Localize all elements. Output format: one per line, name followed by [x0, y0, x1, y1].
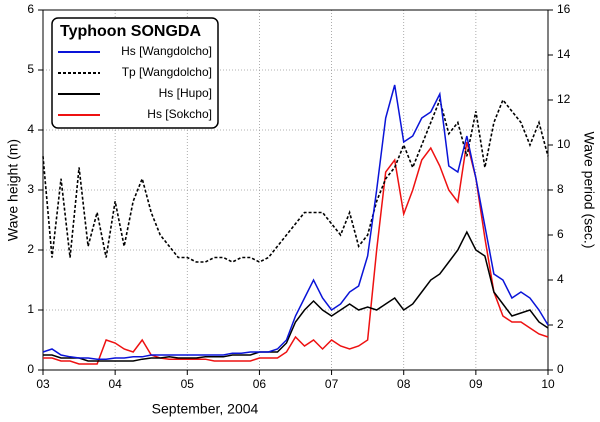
- y-tick-label: 3: [27, 182, 34, 196]
- x-tick-label: 03: [36, 377, 50, 391]
- y-tick-label: 0: [27, 362, 34, 376]
- x-tick-label: 06: [253, 377, 267, 391]
- plot-frame: [42, 9, 549, 371]
- x-tick-label: 05: [181, 377, 195, 391]
- y2-tick-label: 4: [557, 272, 564, 286]
- y2-tick-label: 0: [557, 362, 564, 376]
- legend-label: Hs [Wangdolcho]: [121, 44, 212, 58]
- legend-box: [51, 17, 219, 129]
- x-tick-label: 09: [469, 377, 483, 391]
- y-tick-label: 2: [27, 242, 34, 256]
- legend-label: Hs [Hupo]: [159, 86, 212, 100]
- x-axis-label: September, 2004: [152, 401, 259, 417]
- y2-tick-label: 10: [557, 137, 571, 151]
- x-tick-label: 04: [108, 377, 122, 391]
- y-tick-label: 4: [27, 122, 34, 136]
- series-line: [42, 97, 549, 263]
- y2-tick-label: 6: [557, 227, 564, 241]
- x-tick-label: 07: [325, 377, 339, 391]
- x-tick-label: 10: [541, 377, 555, 391]
- y-tick-label: 6: [27, 2, 34, 16]
- y2-tick-label: 2: [557, 317, 564, 331]
- series-line: [42, 84, 549, 360]
- y2-tick-label: 12: [557, 92, 571, 106]
- y-tick-label: 5: [27, 62, 34, 76]
- y-axis-label: Wave height (m): [5, 139, 21, 241]
- y-tick-label: 1: [27, 302, 34, 316]
- series-line: [43, 141, 549, 365]
- legend-label: Tp [Wangdolcho]: [122, 65, 212, 79]
- series-line: [43, 230, 549, 362]
- legend-title: Typhoon SONGDA: [60, 23, 201, 40]
- legend-label: Hs [Sokcho]: [147, 107, 212, 121]
- legend: Typhoon SONGDA Hs [Wangdolcho] Tp [Wangdol…: [51, 17, 219, 129]
- x-tick-label: 08: [397, 377, 411, 391]
- y2-tick-label: 14: [557, 47, 571, 61]
- y2-tick-label: 8: [557, 182, 564, 196]
- y2-axis-label: Wave period (sec.): [581, 132, 597, 249]
- y2-tick-label: 16: [557, 2, 571, 16]
